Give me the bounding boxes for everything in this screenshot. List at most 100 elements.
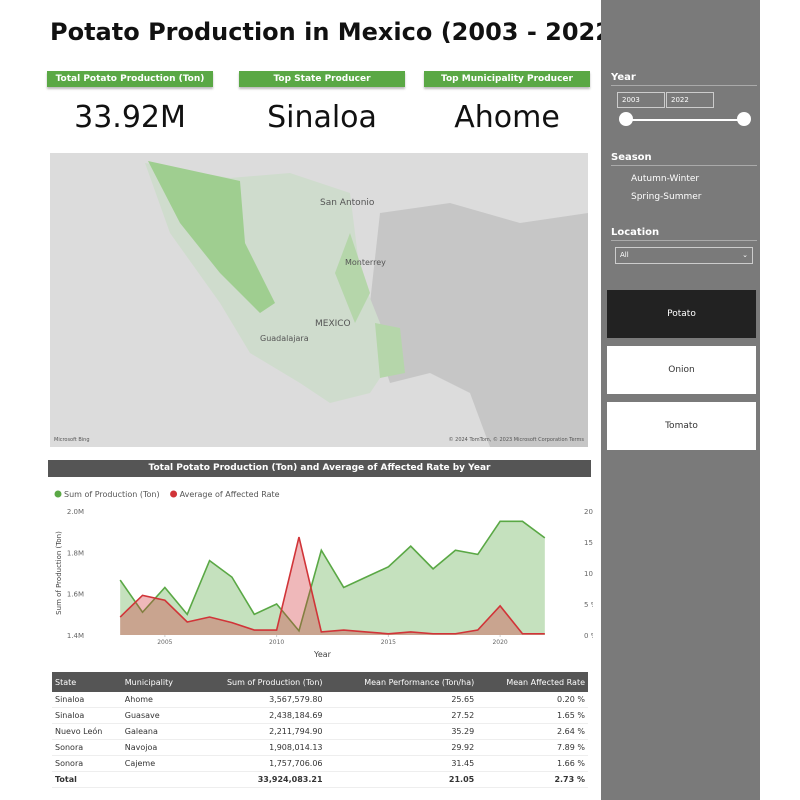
legend-swatch [54, 490, 62, 498]
season-option[interactable]: Spring-Summer [631, 192, 702, 202]
cell: 25.65 [325, 692, 478, 708]
crop-button[interactable]: Tomato [607, 402, 756, 450]
crop-button[interactable]: Potato [607, 290, 756, 338]
cell: 2.64 % [477, 723, 588, 740]
column-header: Municipality [121, 672, 193, 692]
row: Sinaloa Guasave 2,438,184.69 27.52 1.65 % [52, 707, 588, 724]
region [335, 233, 370, 323]
cell: 35.29 [325, 723, 478, 740]
card-value: Ahome [454, 100, 560, 135]
column-header: State [52, 672, 122, 692]
cell: 31.45 [325, 755, 478, 772]
slicer-title: Location [611, 227, 757, 241]
slicer-title: Year [611, 72, 757, 86]
title: Potato Production in Mexico (2003 - 2022… [50, 18, 623, 46]
x-tick-label: 2015 [381, 639, 396, 646]
y2-tick-label: 5 % [584, 601, 593, 609]
row: Sonora Navojoa 1,908,014.13 29.92 7.89 % [52, 739, 588, 756]
x-tick-label: 2020 [492, 639, 507, 646]
card-title: Top Municipality Producer [424, 71, 590, 87]
cell: 1.66 % [477, 755, 588, 772]
chart-title: Total Potato Production (Ton) and Averag… [48, 460, 591, 477]
filter-panel: Year 2003 2022 Season Autumn-Winter Spri… [601, 0, 760, 800]
chart: Sum of Production (Ton) Average of Affect… [54, 490, 593, 659]
slider-track [627, 119, 745, 121]
x-tick-label: 2010 [269, 639, 284, 646]
total-row: Total 33,924,083.21 21.05 2.73 % [52, 771, 588, 788]
region [375, 323, 405, 378]
cell: Ahome [121, 692, 193, 708]
row: Sinaloa Ahome 3,567,579.80 25.65 0.20 % [52, 692, 588, 708]
column-header: Mean Affected Rate [477, 672, 588, 692]
crop-button[interactable]: Onion [607, 346, 756, 394]
cell: 1,908,014.13 [192, 739, 326, 756]
x-tick-label: 2005 [157, 639, 172, 646]
location-dropdown[interactable]: All ⌄ [615, 247, 753, 264]
y2-tick-label: 15 % [584, 539, 593, 547]
y-tick-label: 1.6M [67, 591, 84, 599]
slider-handle[interactable] [737, 112, 751, 126]
cell: 29.92 [325, 739, 478, 756]
line [119, 536, 545, 635]
card-title: Top State Producer [239, 71, 405, 87]
cell: 21.05 [325, 771, 478, 788]
cell: 33,924,083.21 [192, 771, 326, 788]
cell: 27.52 [325, 707, 478, 724]
location-value: All [620, 251, 629, 259]
table-wrap: State Municipality Sum of Production (Ton)… [52, 672, 588, 788]
cell: Sonora [52, 755, 122, 772]
header-row: State Municipality Sum of Production (Ton)… [52, 672, 588, 692]
cell: Sinaloa [52, 692, 122, 708]
map-label: Guadalajara [260, 334, 309, 343]
y-tick-label: 1.4M [67, 632, 84, 640]
cell: 3,567,579.80 [192, 692, 326, 708]
cell: Galeana [121, 723, 193, 740]
cell: Nuevo León [52, 723, 122, 740]
area [120, 537, 545, 635]
map-label: MEXICO [315, 319, 351, 329]
season-option[interactable]: Autumn-Winter [631, 174, 700, 184]
x-axis-title: Year [313, 650, 332, 659]
y-tick-label: 1.8M [67, 549, 84, 557]
map-label: Monterrey [345, 258, 386, 267]
table: State Municipality Sum of Production (Ton)… [52, 672, 588, 788]
card-value: Sinaloa [267, 100, 377, 135]
y2-tick-label: 0 % [584, 632, 593, 640]
card-title: Total Potato Production (Ton) [47, 71, 213, 87]
y2-tick-label: 10 % [584, 570, 593, 578]
column-header: Sum of Production (Ton) [192, 672, 326, 692]
region [148, 161, 275, 313]
legend-label: Sum of Production (Ton) [64, 490, 160, 499]
y-axis-title: Sum of Production (Ton) [55, 531, 63, 615]
column-header: Mean Performance (Ton/ha) [325, 672, 478, 692]
cell: 0.20 % [477, 692, 588, 708]
legend-label: Average of Affected Rate [180, 490, 280, 499]
row: Nuevo León Galeana 2,211,794.90 35.29 2.64 % [52, 723, 588, 740]
row: Sonora Cajeme 1,757,706.06 31.45 1.66 % [52, 755, 588, 772]
sea [370, 203, 588, 447]
line [119, 520, 546, 633]
legend-swatch [170, 490, 178, 498]
chevron: ⌄ [742, 251, 748, 259]
cell: 2.73 % [477, 771, 588, 788]
cell: 2,438,184.69 [192, 707, 326, 724]
cell: 7.89 % [477, 739, 588, 756]
year-from[interactable]: 2003 [617, 92, 665, 108]
cell: Sonora [52, 739, 122, 756]
cell: Total [52, 771, 193, 788]
map-label: San Antonio [320, 198, 375, 208]
map-brand: Microsoft Bing [54, 437, 90, 443]
cell: Navojoa [121, 739, 193, 756]
cell: 1,757,706.06 [192, 755, 326, 772]
y-tick-label: 2.0M [67, 508, 84, 516]
cell: Cajeme [121, 755, 193, 772]
map-attribution: © 2024 TomTom, © 2023 Microsoft Corporat… [449, 436, 585, 443]
cell: Guasave [121, 707, 193, 724]
year-to[interactable]: 2022 [666, 92, 714, 108]
area [120, 521, 545, 635]
card-value: 33.92M [74, 100, 186, 135]
cell: 2,211,794.90 [192, 723, 326, 740]
slider-handle[interactable] [619, 112, 633, 126]
cell: Sinaloa [52, 707, 122, 724]
